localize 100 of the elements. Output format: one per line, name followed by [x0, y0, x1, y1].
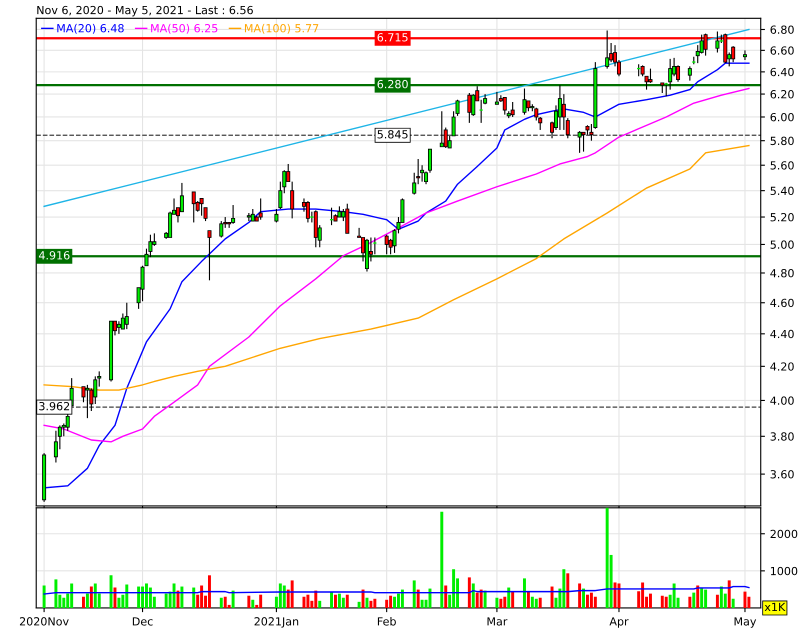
candlestick	[207, 230, 212, 281]
bar	[503, 596, 506, 608]
x-tick-label: 2020Nov	[20, 617, 69, 626]
bar	[484, 590, 487, 608]
y-tick-label: 3.80	[770, 432, 794, 441]
bar	[180, 586, 184, 608]
candlestick	[384, 234, 389, 255]
bar	[82, 596, 85, 608]
bar	[145, 583, 148, 608]
bar	[566, 573, 570, 608]
bar	[247, 596, 250, 608]
bar	[590, 592, 593, 608]
y-tick-label: 4.80	[770, 268, 794, 278]
ref-line-label: 5.845	[378, 130, 408, 139]
bar	[416, 590, 420, 608]
bar	[141, 586, 144, 608]
bar	[660, 596, 664, 608]
bar	[393, 596, 396, 608]
bar	[594, 596, 597, 608]
candlestick	[510, 101, 515, 118]
bar	[732, 598, 735, 608]
bar	[511, 592, 514, 608]
x-tick-label: Mar	[488, 617, 508, 626]
bar	[507, 588, 510, 608]
candlestick	[648, 68, 652, 84]
bar	[692, 592, 696, 608]
legend-label: MA(20) 6.48	[57, 24, 124, 34]
bar	[200, 586, 204, 608]
bar	[649, 594, 652, 608]
bar	[606, 508, 609, 608]
bar	[42, 586, 46, 608]
candlestick	[467, 92, 472, 124]
bar	[534, 598, 538, 608]
bar	[420, 600, 424, 608]
candlestick	[258, 198, 263, 220]
bar	[385, 600, 388, 608]
y-tick-label: 5.00	[770, 240, 794, 249]
bar	[208, 575, 211, 608]
bar	[476, 592, 479, 608]
bar	[306, 594, 310, 608]
bar	[358, 602, 361, 608]
x-tick-label: Feb	[378, 616, 396, 626]
y-tick-label: 4.60	[770, 298, 794, 308]
bar	[480, 590, 483, 608]
bar	[148, 588, 152, 608]
bar	[54, 579, 58, 608]
y-tick-label: 1000	[770, 566, 798, 576]
bar	[495, 598, 498, 608]
y-tick-label: 5.40	[770, 186, 794, 196]
bar	[562, 569, 566, 608]
bar	[117, 598, 120, 608]
bar	[334, 594, 337, 608]
bar	[290, 580, 294, 608]
y-tick-label: 5.80	[770, 136, 794, 146]
bar	[499, 598, 502, 608]
candlestick	[124, 302, 129, 330]
candlestick	[180, 182, 184, 212]
y-tick-label: 6.80	[770, 25, 794, 34]
bar	[523, 578, 526, 608]
y-tick-label: 6.60	[770, 46, 794, 55]
bar	[618, 583, 620, 608]
bar	[224, 596, 227, 608]
bar	[369, 600, 372, 608]
bar	[672, 583, 676, 608]
bar	[688, 596, 692, 608]
bar	[452, 569, 456, 608]
text: x1K	[764, 602, 786, 612]
bar	[366, 598, 368, 608]
bar	[110, 575, 113, 608]
bar	[338, 594, 341, 608]
bar	[744, 592, 746, 608]
bar	[578, 583, 582, 608]
legend-label: MA(50) 6.25	[151, 24, 218, 34]
bar	[70, 583, 74, 608]
y-tick-label: 5.20	[770, 213, 794, 222]
bar	[444, 586, 448, 608]
y-tick-label: 4.20	[770, 362, 794, 371]
x-tick-label: Dec	[132, 617, 153, 626]
x-tick-label: May	[734, 617, 756, 628]
ref-line-label: 6.280	[378, 80, 408, 88]
candlestick	[558, 84, 562, 130]
bar	[330, 592, 334, 608]
candlestick	[688, 66, 692, 82]
bar	[586, 594, 589, 608]
candlestick	[85, 384, 90, 419]
candlestick	[200, 198, 204, 216]
bar	[538, 598, 542, 608]
candlestick	[456, 99, 460, 116]
line-series	[43, 586, 750, 595]
bar	[373, 598, 376, 608]
x-tick-label: 2021Jan	[254, 617, 298, 628]
bar	[526, 592, 530, 608]
bar	[114, 588, 116, 608]
candlestick	[731, 46, 736, 63]
bar	[137, 586, 140, 608]
bar	[700, 588, 704, 608]
ref-line-label: 6.715	[378, 33, 408, 42]
candlestick	[116, 320, 121, 334]
candlestick	[250, 208, 255, 222]
candlestick	[337, 206, 342, 218]
